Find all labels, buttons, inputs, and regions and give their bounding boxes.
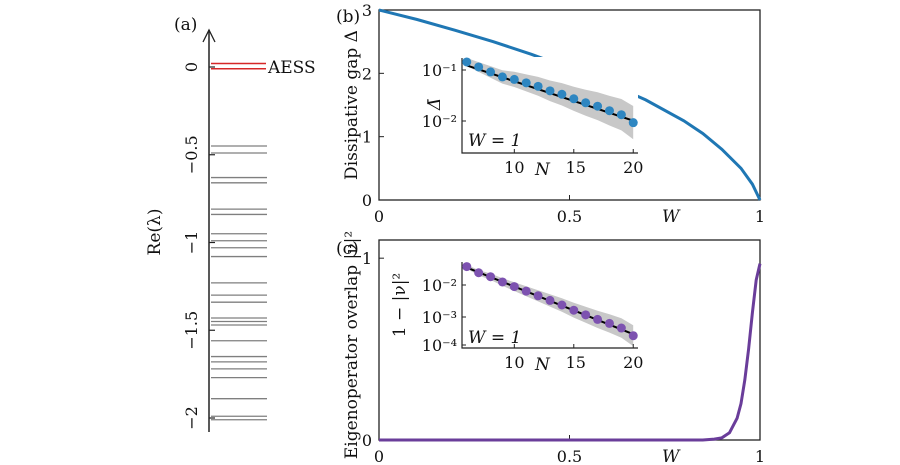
x-tick-label: 0.5 bbox=[557, 207, 582, 226]
inset-data-point bbox=[628, 331, 638, 341]
panel-c-label: (c) bbox=[336, 239, 359, 259]
inset-data-point bbox=[509, 282, 519, 292]
inset-x-tick-label: 15 bbox=[566, 353, 586, 372]
inset-data-point bbox=[628, 118, 638, 128]
a-y-axis-label: Re(λ) bbox=[145, 209, 165, 256]
y-tick-label: 2 bbox=[362, 64, 372, 83]
c-ticks: 0 0.5 101 bbox=[362, 249, 765, 465]
a-ticks: 0 −0.5 −1 −1.5 −2 bbox=[182, 62, 215, 430]
y-tick-label: 1 bbox=[362, 249, 372, 268]
y-tick-label: 0 bbox=[362, 191, 372, 210]
c-y-axis-label: Eigenoperator overlap |ν|² bbox=[342, 231, 362, 459]
x-tick-label: 1 bbox=[755, 207, 765, 226]
inset-data-point bbox=[581, 98, 591, 108]
a-tick-label: −0.5 bbox=[182, 135, 201, 174]
b-inset-annotation: W = 1 bbox=[468, 131, 521, 151]
inset-data-point bbox=[604, 106, 614, 116]
a-tick-label: −1.5 bbox=[182, 311, 201, 350]
inset-data-point bbox=[462, 262, 472, 272]
b-x-axis-label: W bbox=[662, 207, 681, 227]
inset-data-point bbox=[533, 291, 543, 301]
inset-x-tick-label: 20 bbox=[623, 353, 643, 372]
inset-y-tick-label: 10⁻³ bbox=[422, 308, 457, 327]
b-inset-y-label: Δ̄ bbox=[425, 98, 445, 111]
inset-data-point bbox=[557, 89, 567, 99]
inset-data-point bbox=[604, 318, 614, 328]
inset-data-point bbox=[474, 268, 484, 278]
panel-c: (c) 0 0.5 101 W Eigenoperator overlap |ν|²… bbox=[336, 231, 765, 465]
panel-b-label: (b) bbox=[336, 7, 360, 27]
inset-y-tick-label: 10⁻² bbox=[422, 276, 457, 295]
aess-label: AESS bbox=[267, 58, 316, 78]
inset-data-point bbox=[557, 300, 567, 310]
c-inset-annotation: W = 1 bbox=[468, 328, 521, 348]
inset-y-tick-label: 10⁻⁴ bbox=[422, 336, 457, 355]
c-inset-ticks: 10 15 20 10⁻² 10⁻³ 10⁻⁴ bbox=[422, 276, 644, 372]
c-inset-y-label: 1 − |ν|² bbox=[390, 273, 410, 337]
spectrum-levels bbox=[211, 62, 267, 421]
a-tick-label: −2 bbox=[182, 406, 201, 430]
inset-data-point bbox=[545, 86, 555, 96]
inset-x-tick-label: 15 bbox=[566, 158, 586, 177]
b-inset-points bbox=[462, 57, 638, 128]
inset-data-point bbox=[462, 57, 472, 67]
b-inset-x-label: N bbox=[534, 160, 551, 180]
c-inset-x-label: N bbox=[534, 355, 551, 375]
inset-data-point bbox=[616, 323, 626, 333]
panel-a-label: (a) bbox=[174, 15, 197, 35]
inset-x-tick-label: 10 bbox=[504, 353, 524, 372]
b-y-axis-label: Dissipative gap Δ bbox=[342, 30, 362, 180]
inset-data-point bbox=[581, 310, 591, 320]
x-tick-label: 1 bbox=[755, 447, 765, 465]
a-tick-label: 0 bbox=[182, 62, 201, 72]
inset-data-point bbox=[616, 110, 626, 120]
b-inset-ticks: 10 15 20 10⁻¹ 10⁻² bbox=[422, 61, 644, 177]
inset-data-point bbox=[569, 305, 579, 315]
y-tick-label: 3 bbox=[362, 1, 372, 20]
inset-data-point bbox=[569, 94, 579, 104]
b-inset-axes bbox=[461, 58, 638, 154]
a-tick-label: −1 bbox=[182, 231, 201, 255]
inset-data-point bbox=[545, 295, 555, 305]
inset-data-point bbox=[521, 78, 531, 88]
c-overlap-curve bbox=[379, 263, 762, 442]
inset-data-point bbox=[497, 277, 507, 287]
y-tick-label: 1 bbox=[362, 128, 372, 147]
c-x-axis-label: W bbox=[662, 447, 681, 465]
inset-data-point bbox=[593, 314, 603, 324]
inset-data-point bbox=[593, 101, 603, 111]
inset-y-tick-label: 10⁻¹ bbox=[422, 61, 457, 80]
c-inset-axes bbox=[461, 262, 638, 349]
b-inset: 10 15 20 10⁻¹ 10⁻² W = 1 N Δ̄ bbox=[422, 57, 644, 180]
panel-a: (a) 0 −0.5 −1 −1.5 −2 AESS Re(λ) bbox=[145, 15, 316, 432]
c-inset: 10 15 20 10⁻² 10⁻³ 10⁻⁴ W = 1 N 1 − |ν|² bbox=[390, 262, 643, 375]
inset-y-tick-label: 10⁻² bbox=[422, 112, 457, 131]
inset-data-point bbox=[533, 81, 543, 91]
y-tick-label: 0 bbox=[362, 431, 372, 450]
inset-data-point bbox=[486, 67, 496, 77]
inset-x-tick-label: 10 bbox=[504, 158, 524, 177]
inset-data-point bbox=[474, 62, 484, 72]
x-tick-label: 0.5 bbox=[557, 447, 582, 465]
inset-data-point bbox=[497, 72, 507, 82]
x-tick-label: 0 bbox=[374, 447, 384, 465]
inset-data-point bbox=[486, 272, 496, 282]
a-axis-arrow-icon bbox=[202, 28, 216, 43]
c-inset-points bbox=[462, 262, 638, 341]
x-tick-label: 0 bbox=[374, 207, 384, 226]
inset-x-tick-label: 20 bbox=[623, 158, 643, 177]
inset-data-point bbox=[509, 74, 519, 84]
inset-data-point bbox=[521, 286, 531, 296]
